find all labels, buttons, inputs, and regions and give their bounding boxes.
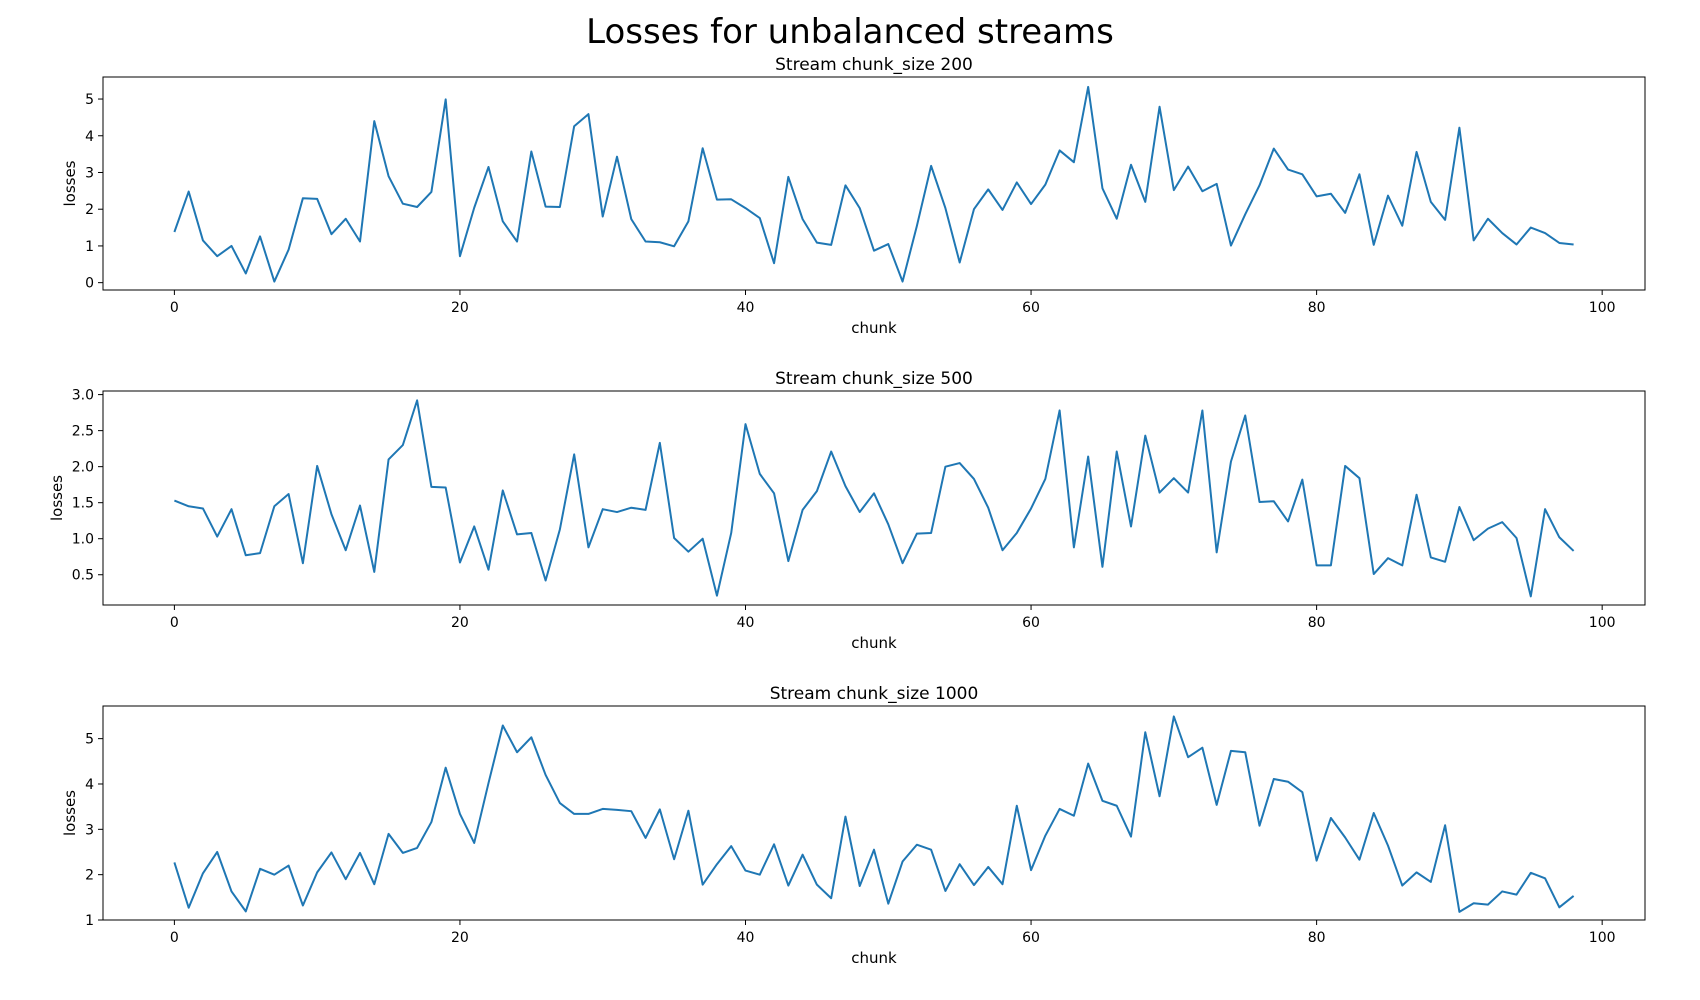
y-tick-label: 3.0 [72, 388, 94, 404]
x-tick-label: 60 [1022, 930, 1040, 946]
y-axis-label: losses [61, 790, 79, 836]
y-tick-label: 1 [85, 239, 94, 255]
y-tick-label: 4 [85, 777, 94, 793]
y-tick-label: 2.0 [72, 460, 94, 476]
x-tick-label: 0 [170, 300, 179, 316]
y-tick-label: 4 [85, 129, 94, 145]
x-tick-label: 40 [737, 930, 755, 946]
x-tick-label: 0 [170, 930, 179, 946]
y-axis-label: losses [61, 160, 79, 206]
x-tick-label: 20 [451, 930, 469, 946]
y-tick-label: 1.5 [72, 496, 94, 512]
y-axis-label: losses [48, 475, 66, 521]
x-tick-label: 0 [170, 615, 179, 631]
x-tick-label: 40 [737, 615, 755, 631]
subplot-chunk-1000: Stream chunk_size 1000 0 20 40 60 80 100 1 2 3 4 5 c… [61, 684, 1646, 967]
y-tick-label: 2.5 [72, 424, 94, 440]
series-line [174, 399, 1575, 598]
x-tick-label: 100 [1589, 930, 1616, 946]
x-axis-label: chunk [851, 319, 897, 337]
series-line [173, 85, 1574, 283]
axes-frame [102, 76, 1646, 291]
figure-title: Losses for unbalanced streams [586, 12, 1114, 52]
subplot-chunk-500: Stream chunk_size 500 0 20 40 60 80 100 0.5 1.0 1… [48, 369, 1646, 652]
x-tick-label: 100 [1589, 615, 1616, 631]
series-line [173, 715, 1575, 913]
axes-frame [102, 390, 1646, 606]
x-axis-label: chunk [851, 949, 897, 967]
y-tick-label: 3 [85, 165, 94, 181]
x-tick-label: 80 [1308, 300, 1326, 316]
x-tick-label: 20 [451, 615, 469, 631]
x-tick-label: 60 [1022, 300, 1040, 316]
axes-frame [102, 705, 1646, 921]
subplot-title: Stream chunk_size 500 [775, 369, 973, 389]
subplot-chunk-200: Stream chunk_size 200 0 20 40 60 80 100 0 1 2 3 4 5 c… [61, 55, 1646, 337]
y-tick-label: 0.5 [72, 568, 94, 584]
subplot-title: Stream chunk_size 200 [775, 55, 973, 75]
y-tick-label: 1 [85, 913, 94, 929]
y-tick-label: 5 [85, 732, 94, 748]
x-tick-label: 60 [1022, 615, 1040, 631]
y-tick-label: 5 [85, 92, 94, 108]
x-tick-label: 100 [1589, 300, 1616, 316]
y-tick-label: 1.0 [72, 532, 94, 548]
y-tick-label: 2 [85, 868, 94, 884]
y-tick-label: 0 [85, 276, 94, 292]
y-tick-label: 2 [85, 202, 94, 218]
y-tick-label: 3 [85, 822, 94, 838]
subplot-title: Stream chunk_size 1000 [770, 684, 979, 704]
x-axis-label: chunk [851, 634, 897, 652]
x-tick-label: 40 [737, 300, 755, 316]
x-tick-label: 80 [1308, 615, 1326, 631]
x-tick-label: 20 [451, 300, 469, 316]
x-tick-label: 80 [1308, 930, 1326, 946]
